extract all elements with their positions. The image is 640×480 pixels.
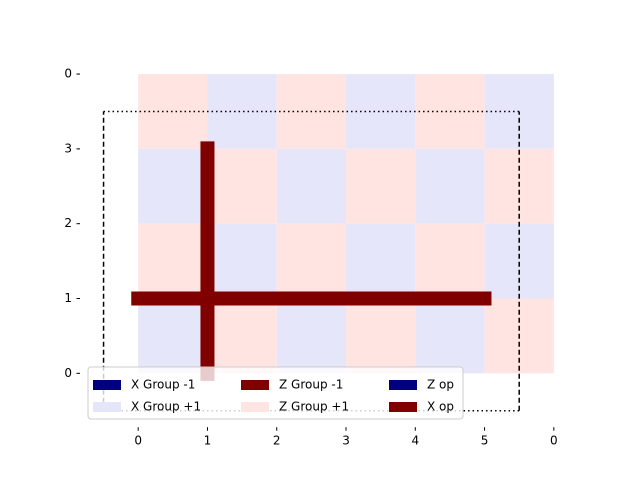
x-tick-label: 0 [550, 434, 558, 448]
cell [138, 148, 208, 224]
legend-label: Z Group +1 [279, 400, 349, 414]
cell [207, 298, 277, 374]
x-tick-label: 5 [481, 434, 489, 448]
y-tick-label: 1 [64, 291, 72, 305]
legend-swatch [389, 380, 417, 390]
cell [346, 223, 416, 299]
legend-box [87, 366, 464, 420]
y-tick-label: 3 [64, 141, 72, 155]
legend-label: X Group +1 [131, 400, 201, 414]
x-tick-label: 1 [204, 434, 212, 448]
x-tick-label: 3 [342, 434, 350, 448]
cell [207, 223, 277, 299]
cell [415, 298, 485, 374]
cell [207, 74, 277, 149]
cell [415, 223, 485, 299]
legend-label: Z Group -1 [279, 378, 343, 392]
cell [346, 74, 416, 149]
y-tick-label: 0 [64, 67, 72, 81]
cell [138, 223, 208, 299]
x-tick-label: 0 [134, 434, 142, 448]
cell [346, 298, 416, 374]
cell [276, 298, 347, 374]
legend-label: X Group -1 [131, 378, 195, 392]
x-tick-label: 2 [273, 434, 281, 448]
legend-swatch [93, 402, 121, 412]
cell [276, 148, 347, 224]
y-tick-label: 2 [64, 216, 72, 230]
cell [346, 148, 416, 224]
cell [276, 223, 347, 299]
cell [207, 148, 277, 224]
cell [415, 74, 485, 149]
legend-swatch [241, 380, 269, 390]
x-tick-label: 4 [411, 434, 419, 448]
legend-swatch [93, 380, 121, 390]
cell [415, 148, 485, 224]
legend-label: Z op [427, 378, 454, 392]
y-tick-label: 0 [64, 366, 72, 380]
legend-swatch [241, 402, 269, 412]
cell [138, 298, 208, 374]
legend-label: X op [427, 400, 454, 414]
legend-swatch [389, 402, 417, 412]
